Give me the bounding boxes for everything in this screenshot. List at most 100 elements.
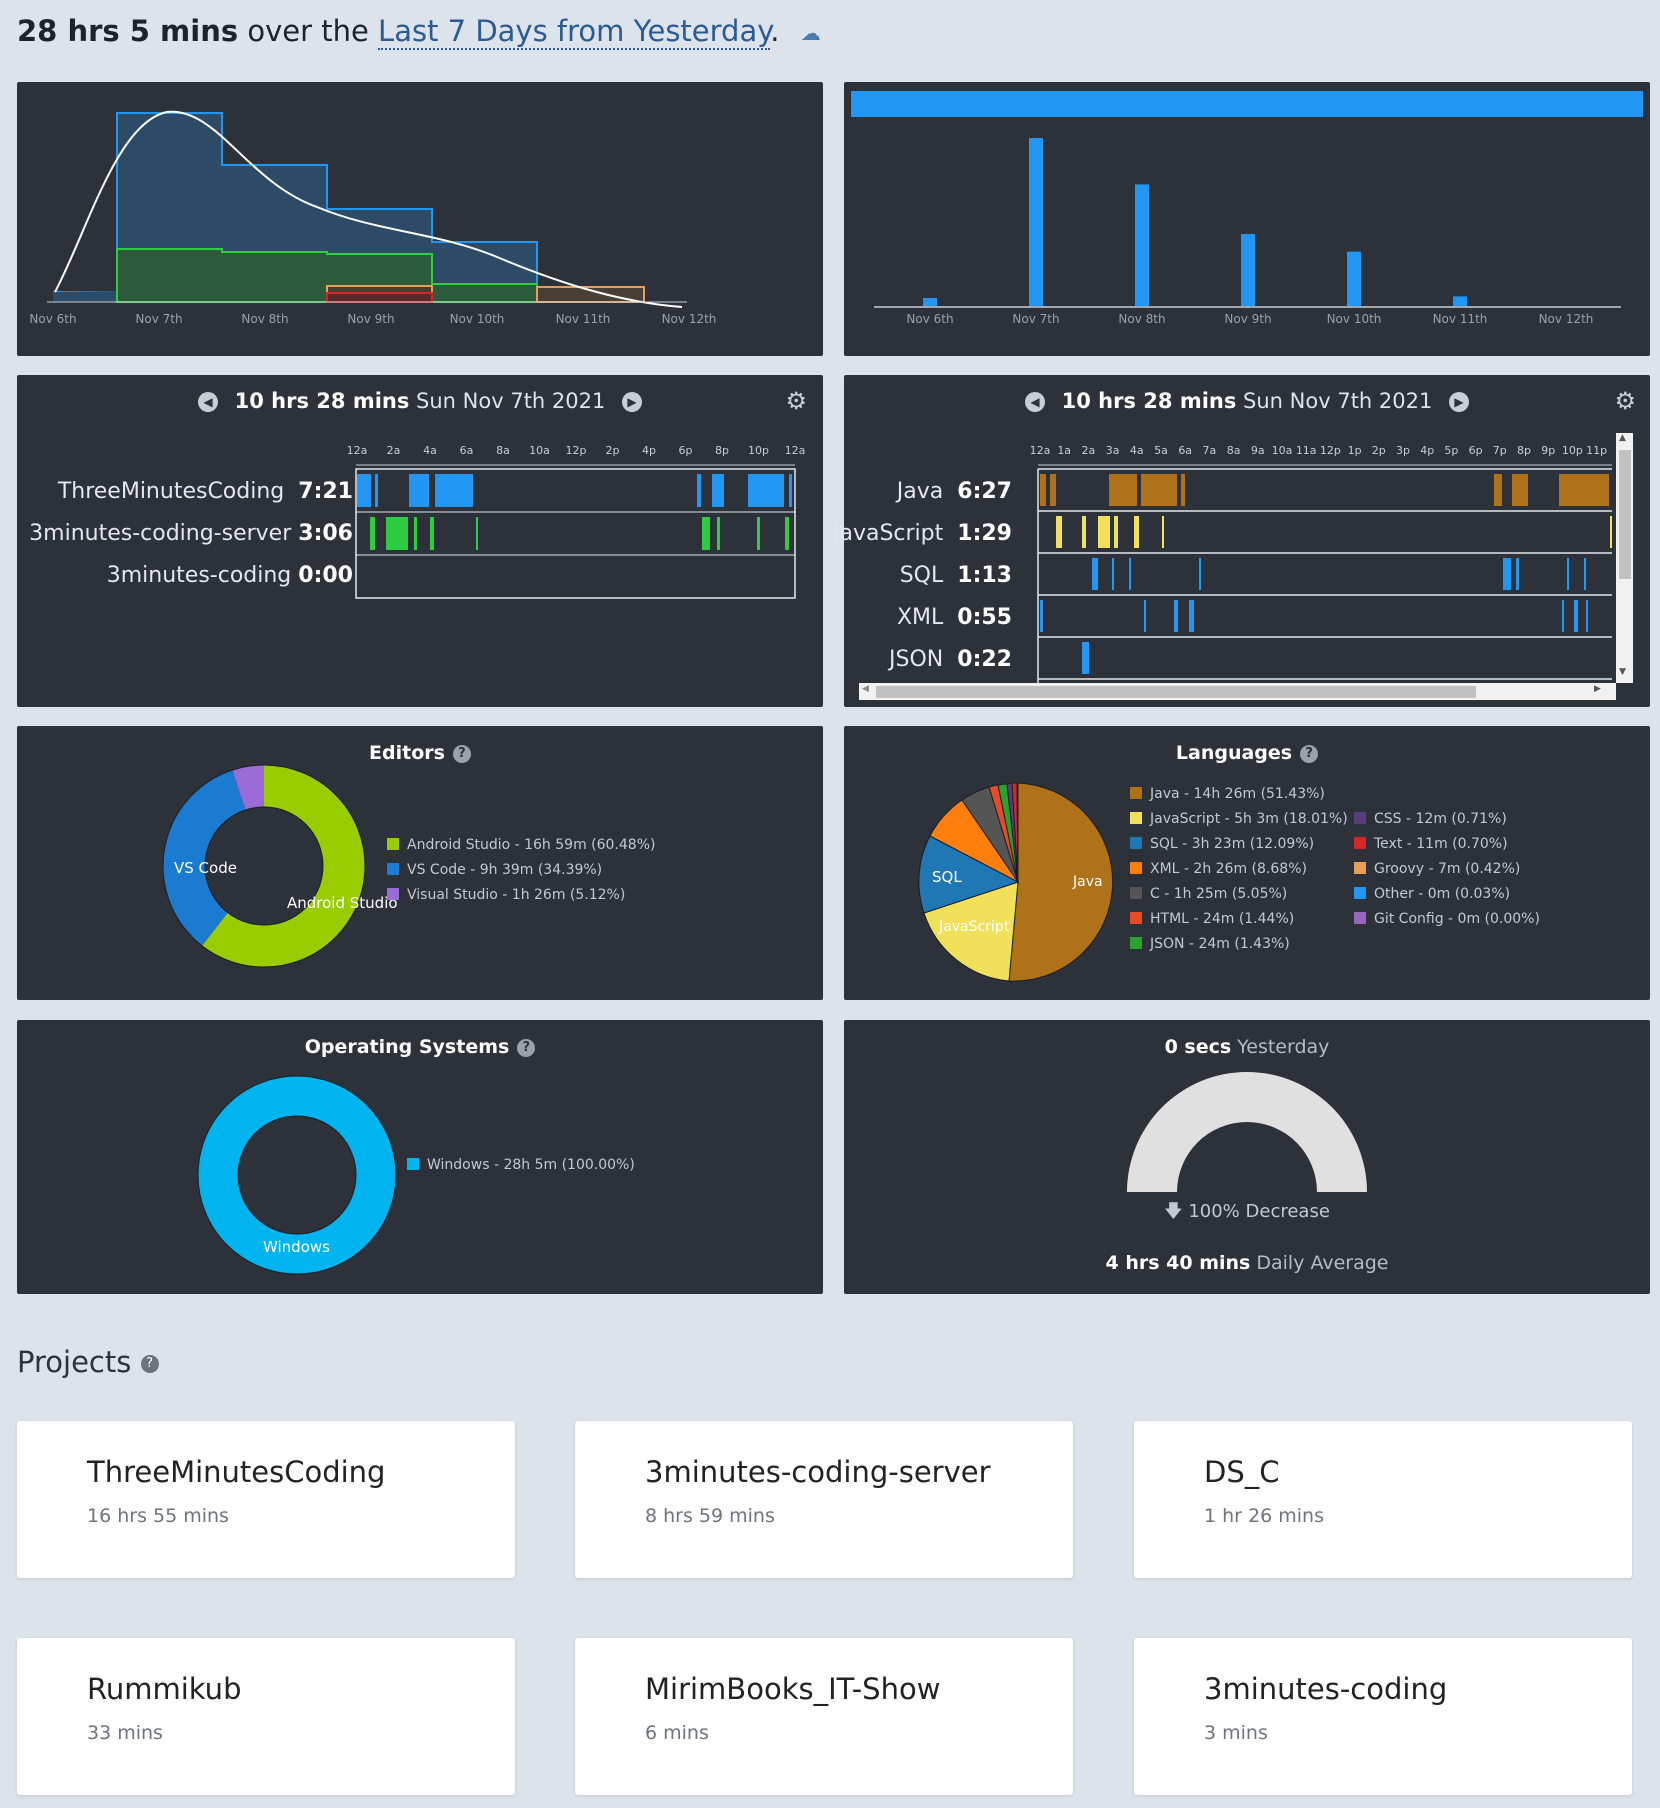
prev-day-button[interactable]: ◀	[197, 392, 218, 412]
scroll-right-arrow[interactable]: ▶	[1594, 684, 1601, 694]
languages-title: Languages?	[844, 742, 1650, 764]
axis-tick-label: Nov 10th	[450, 312, 505, 326]
legend-item: Visual Studio - 1h 26m (5.12%)	[387, 883, 655, 908]
project-card[interactable]: 3minutes-coding-server 8 hrs 59 mins	[575, 1421, 1073, 1578]
axis-tick-label: Nov 8th	[1118, 312, 1165, 326]
hour-tick-label: 3a	[1106, 444, 1120, 457]
hour-tick-label: 5p	[1444, 444, 1458, 457]
axis-tick-label: Nov 6th	[29, 312, 76, 326]
languages-pie	[918, 782, 1114, 982]
cloud-download-icon[interactable]: ☁	[800, 21, 821, 45]
project-card[interactable]: DS_C 1 hr 26 mins	[1134, 1421, 1632, 1578]
languages-timeline-panel: ◀ 10 hrs 28 mins Sun Nov 7th 2021 ▶ ⚙ Ja…	[833, 375, 1650, 707]
help-icon[interactable]: ?	[1300, 744, 1319, 763]
hour-tick-label: 4a	[1130, 444, 1144, 457]
windows-slice-label: Windows	[263, 1238, 330, 1256]
projects-title: Projects ?	[17, 1345, 159, 1379]
hour-tick-label: 2p	[606, 444, 620, 457]
hour-tick-label: 10p	[748, 444, 769, 457]
os-panel: Operating Systems? Windows Windows - 28h…	[17, 1020, 823, 1294]
axis-tick-label: Nov 12th	[1539, 312, 1594, 326]
legend-item: CSS - 12m (0.71%)	[1354, 807, 1540, 832]
project-card[interactable]: Rummikub 33 mins	[17, 1638, 515, 1795]
hour-tick-label: 12p	[566, 444, 587, 457]
hour-tick-label: 12a	[347, 444, 368, 457]
languages-panel: Languages? Java SQL JavaScript Java - 14…	[844, 726, 1650, 1000]
help-icon[interactable]: ?	[452, 744, 471, 763]
languages-legend-left: Java - 14h 26m (51.43%) JavaScript - 5h …	[1130, 782, 1348, 957]
hour-tick-label: 7p	[1493, 444, 1507, 457]
prev-day-button[interactable]: ◀	[1024, 392, 1045, 412]
date-range-link[interactable]: Last 7 Days from Yesterday	[378, 14, 771, 50]
hour-tick-label: 8a	[496, 444, 510, 457]
daily-bar[interactable]	[1453, 296, 1467, 306]
axis-tick-label: Nov 10th	[1327, 312, 1382, 326]
next-day-button[interactable]: ▶	[622, 392, 643, 412]
daily-average: 4 hrs 40 mins Daily Average	[1105, 1252, 1389, 1274]
android-slice-label: Android Studio	[287, 894, 398, 912]
hour-tick-label: 9p	[1541, 444, 1555, 457]
daily-bar[interactable]	[1241, 234, 1255, 306]
hour-tick-label: 2a	[1082, 444, 1096, 457]
legend-item: Windows - 28h 5m (100.00%)	[407, 1153, 635, 1178]
hour-tick-label: 1p	[1348, 444, 1362, 457]
legend-item: Groovy - 7m (0.42%)	[1354, 857, 1540, 882]
languages-legend-right: CSS - 12m (0.71%) Text - 11m (0.70%) Gro…	[1354, 807, 1540, 932]
daily-bar[interactable]	[923, 298, 937, 306]
hour-tick-label: 8p	[1517, 444, 1531, 457]
project-card[interactable]: ThreeMinutesCoding 16 hrs 55 mins	[17, 1421, 515, 1578]
axis-tick-label: Nov 6th	[906, 312, 953, 326]
daily-bar[interactable]	[1135, 184, 1149, 306]
axis-tick-label: Nov 7th	[135, 312, 182, 326]
hour-tick-label: 6a	[460, 444, 474, 457]
hour-tick-label: 10a	[1272, 444, 1293, 457]
yesterday-panel: 0 secs Yesterday 🡇 100% Decrease 4 hrs 40…	[844, 1020, 1650, 1294]
scroll-up-arrow[interactable]: ▲	[1619, 433, 1626, 443]
legend-item: XML - 2h 26m (8.68%)	[1130, 857, 1348, 882]
axis-tick-label: Nov 11th	[1433, 312, 1488, 326]
languages-settings-icon[interactable]: ⚙	[1614, 387, 1636, 415]
projects-day-total: 10 hrs 28 mins	[234, 389, 410, 413]
hour-tick-label: 5a	[1154, 444, 1168, 457]
editors-donut	[162, 764, 366, 968]
help-icon[interactable]: ?	[517, 1038, 536, 1057]
projects-settings-icon[interactable]: ⚙	[785, 387, 807, 415]
scroll-left-arrow[interactable]: ◀	[862, 684, 869, 694]
sql-slice-label: SQL	[932, 868, 962, 886]
axis-tick-label: Nov 7th	[1012, 312, 1059, 326]
os-title: Operating Systems?	[17, 1036, 823, 1058]
axis-tick-label: Nov 12th	[662, 312, 717, 326]
projects-day-nav: ◀ 10 hrs 28 mins Sun Nov 7th 2021 ▶	[17, 389, 823, 413]
hour-tick-label: 10p	[1562, 444, 1583, 457]
help-icon[interactable]: ?	[140, 1355, 159, 1373]
hour-tick-label: 3p	[1396, 444, 1410, 457]
legend-item: VS Code - 9h 39m (34.39%)	[387, 858, 655, 883]
axis-tick-label: Nov 8th	[241, 312, 288, 326]
yesterday-stat: 0 secs Yesterday	[1164, 1036, 1330, 1058]
hour-tick-label: 12p	[1320, 444, 1341, 457]
legend-item: Java - 14h 26m (51.43%)	[1130, 782, 1348, 807]
legend-item: SQL - 3h 23m (12.09%)	[1130, 832, 1348, 857]
editors-panel: Editors? VS Code Android Studio Android …	[17, 726, 823, 1000]
scroll-down-arrow[interactable]: ▼	[1619, 667, 1626, 677]
hour-tick-label: 8p	[715, 444, 729, 457]
project-card[interactable]: 3minutes-coding 3 mins	[1134, 1638, 1632, 1795]
legend-item: HTML - 24m (1.44%)	[1130, 907, 1348, 932]
os-donut	[197, 1075, 397, 1275]
daily-bar[interactable]	[1029, 138, 1043, 306]
projects-timeline: 12a 2a 4a 6a 8a 10a 12p 2p 4p 6p 8p 10p 12a	[347, 444, 805, 599]
daily-bar[interactable]	[1347, 251, 1361, 306]
hour-tick-label: 9a	[1251, 444, 1265, 457]
languages-day-date: Sun Nov 7th 2021	[1243, 389, 1433, 413]
hour-tick-label: 11p	[1586, 444, 1607, 457]
hour-tick-label: 7a	[1203, 444, 1217, 457]
timeline-row-label: ThreeMinutesCoding 7:21	[57, 479, 353, 504]
hour-tick-label: 8a	[1227, 444, 1241, 457]
legend-item: Git Config - 0m (0.00%)	[1354, 907, 1540, 932]
total-time: 28 hrs 5 mins	[17, 14, 239, 48]
next-day-button[interactable]: ▶	[1449, 392, 1470, 412]
arrow-down-icon: 🡇	[1164, 1201, 1183, 1222]
hour-tick-label: 11a	[1296, 444, 1317, 457]
activity-chart: Nov 6th Nov 7th Nov 8th Nov 9th Nov 10th Nov …	[29, 110, 717, 326]
project-card[interactable]: MirimBooks_IT-Show 6 mins	[575, 1638, 1073, 1795]
